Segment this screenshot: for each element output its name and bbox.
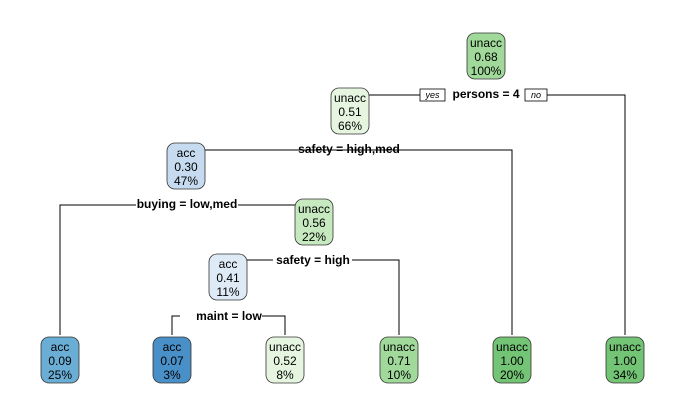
node-probability: 0.30	[174, 160, 198, 174]
node-class: acc	[219, 257, 238, 271]
node-box	[294, 198, 334, 246]
node-percent: 34%	[613, 368, 637, 382]
node-box	[265, 336, 305, 384]
node-class: unacc	[383, 340, 415, 354]
node-class: unacc	[496, 340, 528, 354]
node-percent: 66%	[338, 119, 362, 133]
node-class: acc	[163, 340, 182, 354]
node-probability: 0.68	[474, 50, 498, 64]
node-class: unacc	[269, 340, 301, 354]
node-probability: 0.09	[48, 354, 72, 368]
node-box	[605, 336, 645, 384]
node-percent: 3%	[163, 368, 181, 382]
node-percent: 47%	[174, 174, 198, 188]
split-label-s1: persons = 4	[452, 87, 519, 101]
no-marker: no	[531, 90, 541, 100]
node-class: unacc	[470, 36, 502, 50]
node-box	[466, 32, 506, 80]
node-probability: 0.56	[302, 216, 326, 230]
node-percent: 22%	[302, 230, 326, 244]
yes-no-markers: yes no	[419, 88, 548, 102]
node-box	[208, 253, 248, 301]
yes-marker: yes	[424, 90, 440, 100]
node-percent: 8%	[276, 368, 294, 382]
node-box	[379, 336, 419, 384]
node-probability: 0.51	[338, 105, 362, 119]
tree-edge	[171, 315, 180, 335]
tree-edge	[59, 204, 136, 335]
tree-edge	[185, 143, 513, 335]
node-percent: 11%	[216, 285, 239, 299]
node-probability: 0.52	[273, 354, 297, 368]
node-probability: 1.00	[613, 354, 637, 368]
node-class: acc	[51, 340, 70, 354]
node-probability: 1.00	[500, 354, 524, 368]
node-box	[330, 87, 370, 135]
node-percent: 25%	[48, 368, 72, 382]
node-probability: 0.41	[216, 271, 240, 285]
yes-marker-box	[419, 88, 446, 102]
node-box	[166, 142, 206, 190]
node-class: acc	[177, 146, 196, 160]
split-label-s2: safety = high,med	[298, 142, 400, 156]
node-probability: 0.71	[387, 354, 411, 368]
node-class: unacc	[298, 202, 330, 216]
tree-nodes: unacc0.68100%unacc0.5166%acc0.3047%unacc…	[40, 32, 645, 384]
node-box	[40, 336, 80, 384]
tree-edge	[262, 315, 286, 335]
split-label-s5: maint = low	[196, 309, 262, 323]
node-class: unacc	[609, 340, 641, 354]
node-percent: 20%	[500, 368, 524, 382]
tree-splits: persons = 4 safety = high,med buying = low…	[137, 87, 520, 323]
tree-edge	[547, 94, 626, 335]
node-probability: 0.07	[160, 354, 184, 368]
node-percent: 10%	[387, 368, 411, 382]
split-label-s3: buying = low,med	[137, 197, 238, 211]
no-marker-box	[524, 88, 548, 102]
node-percent: 100%	[471, 64, 502, 78]
node-box	[492, 336, 532, 384]
node-box	[152, 336, 192, 384]
split-label-s4: safety = high	[276, 253, 350, 267]
tree-edge	[352, 259, 400, 335]
node-class: unacc	[334, 91, 366, 105]
